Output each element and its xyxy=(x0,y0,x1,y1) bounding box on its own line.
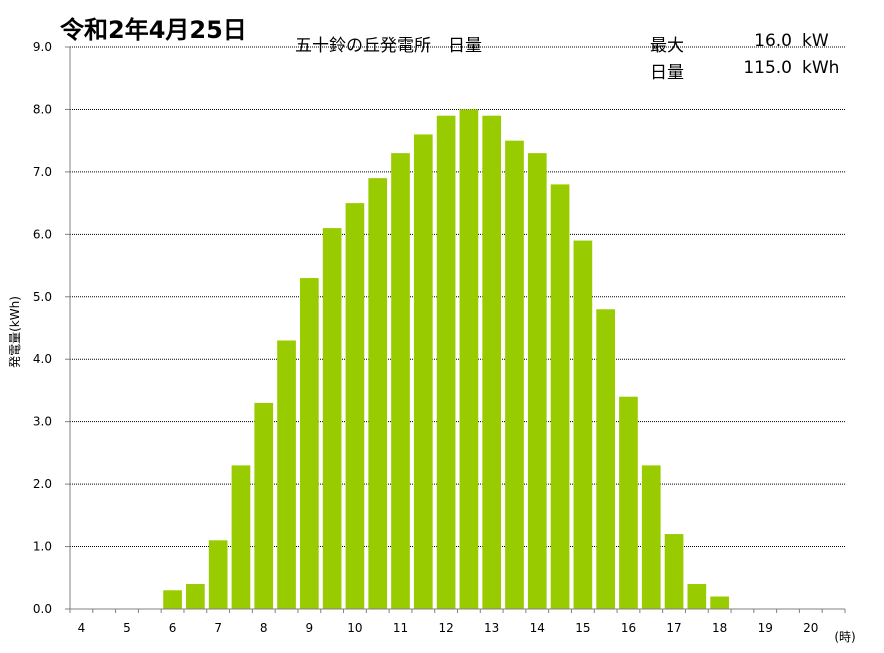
summary-max-label: 最大 xyxy=(650,36,684,56)
y-axis-label: 発電量(kWh) xyxy=(8,296,22,368)
y-tick-label: 1.0 xyxy=(33,540,52,554)
y-tick-label: 3.0 xyxy=(33,415,52,429)
bar xyxy=(391,153,410,609)
bar xyxy=(527,153,547,609)
summary-max: 最大 16.0 kW xyxy=(650,31,850,56)
x-tick-label: 11 xyxy=(393,621,408,635)
x-tick-label: 17 xyxy=(666,621,681,635)
summary-max-value: 16.0 xyxy=(754,31,792,51)
grid-layer xyxy=(70,46,845,548)
x-tick-label: 19 xyxy=(758,621,773,635)
x-tick-label: 7 xyxy=(214,621,222,635)
bar xyxy=(482,115,502,609)
axis-layer xyxy=(65,46,846,613)
bar xyxy=(254,402,274,609)
bar xyxy=(436,115,456,609)
x-tick-label: 6 xyxy=(169,621,177,635)
x-tick-label: 20 xyxy=(803,621,818,635)
bar xyxy=(641,465,661,609)
bar xyxy=(163,590,182,609)
y-tick-label: 5.0 xyxy=(33,290,52,304)
bar-layer xyxy=(163,109,729,610)
bar xyxy=(664,534,684,609)
label-layer: 0.0 1.0 2.0 3.0 4.0 5.0 6.0 7.0 8.0 9.0 4 5 6 7 8 9 10 11… xyxy=(33,40,819,635)
bar xyxy=(710,596,729,609)
bar xyxy=(299,278,319,609)
summary-daily-unit: kWh xyxy=(802,58,840,78)
bar xyxy=(186,584,205,609)
x-tick-label: 12 xyxy=(438,621,453,635)
x-tick-label: 9 xyxy=(306,621,314,635)
bar xyxy=(208,540,228,609)
chart-title: 五十鈴の丘発電所 日量 xyxy=(295,36,482,56)
x-tick-label: 10 xyxy=(347,621,362,635)
bar xyxy=(345,203,365,609)
y-tick-label: 7.0 xyxy=(33,165,52,179)
summary-daily-label: 日量 xyxy=(650,63,684,83)
x-tick-label: 13 xyxy=(484,621,499,635)
y-tick-label: 2.0 xyxy=(33,477,52,491)
summary-daily: 日量 115.0 kWh xyxy=(650,58,850,83)
bar xyxy=(322,228,342,610)
bar xyxy=(368,178,388,609)
bar xyxy=(550,184,570,609)
x-tick-label: 8 xyxy=(260,621,268,635)
bar xyxy=(505,140,524,609)
bar xyxy=(413,134,433,609)
x-tick-label: 18 xyxy=(712,621,727,635)
bar xyxy=(596,309,616,609)
bar xyxy=(687,584,707,609)
bar xyxy=(573,240,593,610)
summary-daily-value: 115.0 xyxy=(743,58,792,78)
y-tick-label: 8.0 xyxy=(33,102,52,116)
bar xyxy=(277,340,296,609)
bar xyxy=(231,465,251,609)
y-tick-label: 0.0 xyxy=(33,602,52,616)
y-tick-label: 4.0 xyxy=(33,352,52,366)
date-title: 令和2年4月25日 xyxy=(60,16,247,44)
x-tick-label: 5 xyxy=(123,621,131,635)
bar xyxy=(459,109,479,609)
x-tick-label: 14 xyxy=(530,621,545,635)
bar xyxy=(619,396,638,609)
x-axis-unit: (時) xyxy=(834,630,855,644)
y-tick-label: 6.0 xyxy=(33,227,52,241)
x-tick-label: 16 xyxy=(621,621,636,635)
x-tick-label: 15 xyxy=(575,621,590,635)
summary-max-unit: kW xyxy=(802,31,829,51)
x-tick-label: 4 xyxy=(78,621,86,635)
y-tick-label: 9.0 xyxy=(33,40,52,54)
